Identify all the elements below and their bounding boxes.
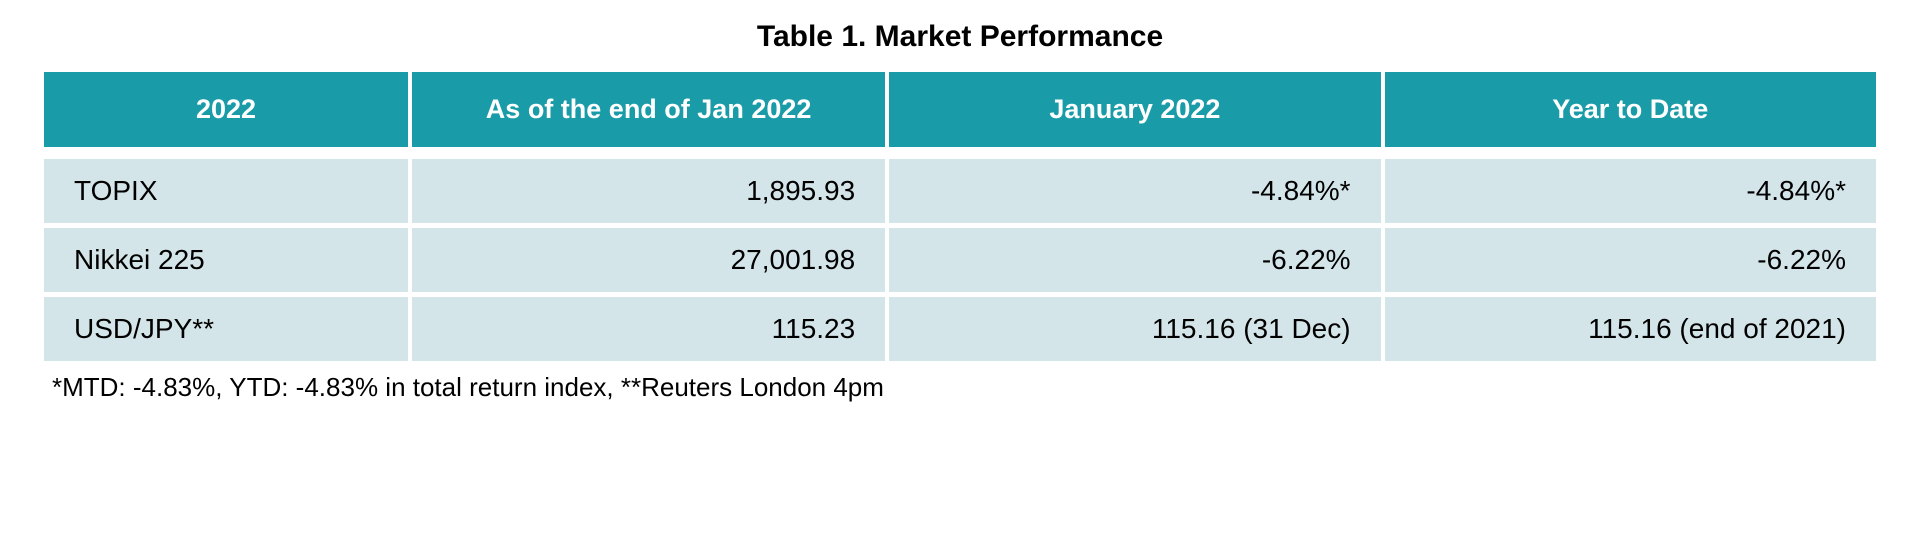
row-asof: 1,895.93 <box>412 159 885 228</box>
header-year: 2022 <box>44 72 408 147</box>
table-row: TOPIX 1,895.93 -4.84%* -4.84%* <box>44 159 1876 228</box>
table-row: Nikkei 225 27,001.98 -6.22% -6.22% <box>44 228 1876 297</box>
market-performance-table: 2022 As of the end of Jan 2022 January 2… <box>40 72 1880 366</box>
table-title: Table 1. Market Performance <box>40 20 1880 54</box>
table-row: USD/JPY** 115.23 115.16 (31 Dec) 115.16 … <box>44 297 1876 366</box>
row-month: 115.16 (31 Dec) <box>889 297 1380 366</box>
row-label: USD/JPY** <box>44 297 408 366</box>
row-ytd: -6.22% <box>1385 228 1876 297</box>
row-asof: 27,001.98 <box>412 228 885 297</box>
row-asof: 115.23 <box>412 297 885 366</box>
row-ytd: 115.16 (end of 2021) <box>1385 297 1876 366</box>
header-month: January 2022 <box>889 72 1380 147</box>
spacer-row <box>44 147 1876 159</box>
header-ytd: Year to Date <box>1385 72 1876 147</box>
row-month: -4.84%* <box>889 159 1380 228</box>
row-ytd: -4.84%* <box>1385 159 1876 228</box>
table-header-row: 2022 As of the end of Jan 2022 January 2… <box>44 72 1876 147</box>
table-footnote: *MTD: -4.83%, YTD: -4.83% in total retur… <box>40 372 1880 403</box>
row-label: TOPIX <box>44 159 408 228</box>
row-label: Nikkei 225 <box>44 228 408 297</box>
row-month: -6.22% <box>889 228 1380 297</box>
header-asof: As of the end of Jan 2022 <box>412 72 885 147</box>
